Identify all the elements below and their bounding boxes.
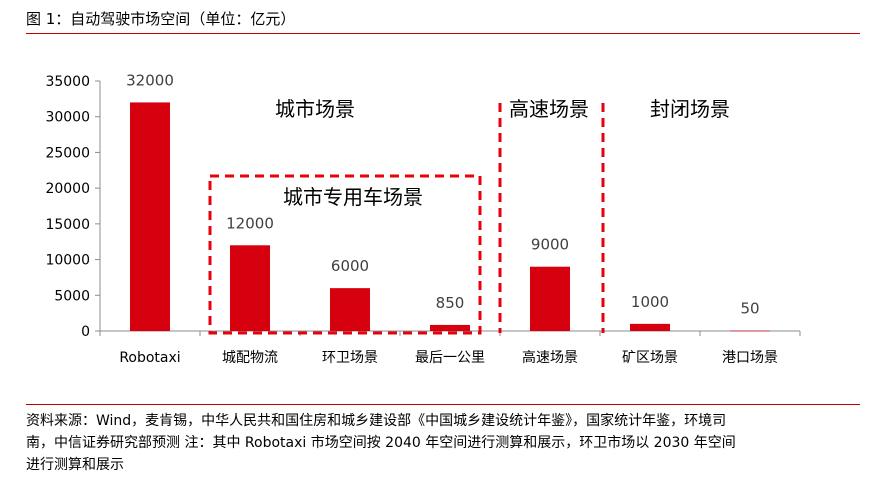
x-tick-label: 矿区场景: [622, 350, 678, 366]
region-label-highway: 高速场景: [509, 97, 589, 121]
x-tick-label: Robotaxi: [119, 350, 180, 366]
data-label: 9000: [531, 236, 569, 254]
y-tick-label: 15000: [45, 217, 90, 233]
data-label: 1000: [631, 293, 669, 311]
bar: [230, 245, 270, 331]
source-rule: [26, 404, 860, 405]
bar: [530, 266, 570, 331]
data-label: 50: [740, 300, 759, 318]
y-tick-label: 20000: [45, 181, 90, 197]
x-tick-label: 高速场景: [522, 349, 578, 366]
data-label: 32000: [126, 71, 174, 89]
x-tick-label: 港口场景: [722, 350, 778, 366]
y-tick-label: 5000: [54, 288, 90, 304]
figure-title: 图 1：自动驾驶市场空间（单位：亿元）: [26, 10, 296, 28]
region-label-urban-dedicated: 城市专用车场景: [283, 185, 423, 209]
urban-dedicated-box: [208, 174, 482, 335]
bar: [730, 330, 770, 332]
source-line-2: 南，中信证券研究部预测 注：其中 Robotaxi 市场空间按 2040 年空间…: [26, 435, 736, 451]
bar: [130, 102, 170, 331]
source-line-3: 进行测算和展示: [26, 457, 124, 473]
y-tick-label: 0: [81, 324, 90, 340]
data-label: 6000: [331, 257, 369, 275]
x-tick-label: 城配物流: [222, 350, 278, 366]
x-tick-label: 环卫场景: [322, 350, 378, 366]
bar: [630, 323, 670, 331]
title-rule: [26, 33, 860, 34]
y-tick-label: 35000: [45, 74, 90, 90]
y-tick-label: 30000: [45, 110, 90, 126]
y-tick-label: 10000: [45, 253, 90, 269]
region-label-closed: 封闭场景: [650, 97, 730, 121]
bar-chart: 0 5000 10000 15000 20000 25000 30000 35000 32000…: [45, 71, 801, 366]
bar: [330, 288, 370, 331]
source-note: 资料来源：Wind，麦肯锡，中华人民共和国住房和城乡建设部《中国城乡建设统计年鉴…: [26, 410, 860, 476]
data-label: 12000: [226, 214, 274, 232]
bar: [430, 324, 470, 331]
y-tick-label: 25000: [45, 145, 90, 161]
region-label-urban: 城市场景: [275, 97, 355, 121]
data-label: 850: [436, 294, 465, 312]
source-line-1: 资料来源：Wind，麦肯锡，中华人民共和国住房和城乡建设部《中国城乡建设统计年鉴…: [26, 413, 727, 429]
x-tick-label: 最后一公里: [415, 350, 485, 366]
